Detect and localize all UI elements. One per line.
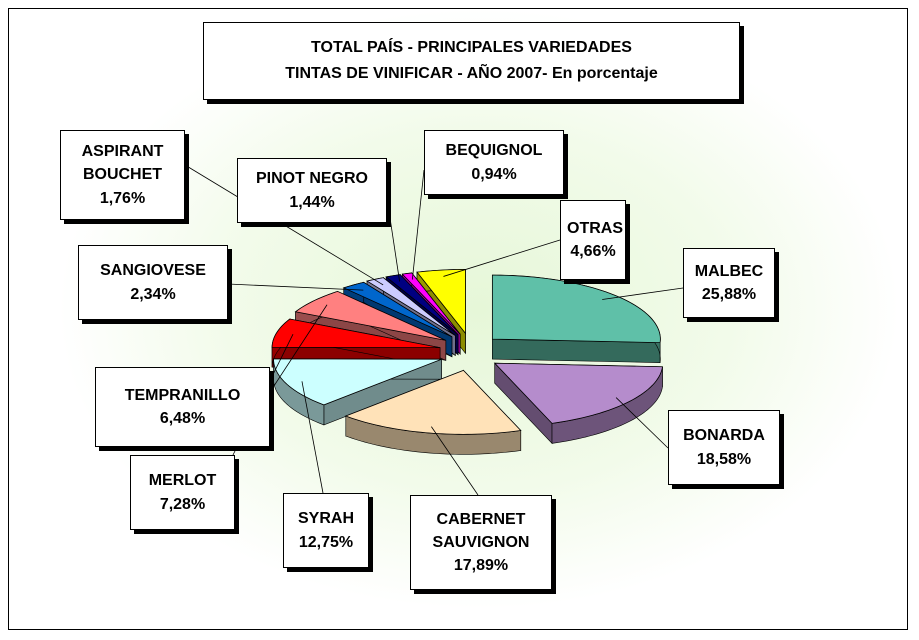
label-value: 1,76%: [99, 189, 146, 207]
label-name: CABERNET SAUVIGNON: [432, 510, 530, 551]
label-value: 0,94%: [471, 165, 517, 183]
data-label: SANGIOVESE 2,34%: [78, 245, 228, 320]
leader-line: [301, 381, 324, 494]
pie-slice: [366, 277, 456, 336]
pie-slice: [344, 369, 522, 435]
data-label: MERLOT 7,28%: [130, 455, 235, 530]
label-name: TEMPRANILLO: [124, 386, 241, 404]
label-value: 6,48%: [159, 410, 206, 427]
data-label: BONARDA 18,58%: [668, 410, 780, 485]
pie-slice: [416, 269, 466, 335]
pie-slice: [342, 281, 453, 338]
leader-line: [386, 197, 401, 282]
label-name: BEQUIGNOL: [445, 142, 543, 160]
leader-line: [431, 426, 479, 496]
slice-side: [492, 338, 661, 363]
data-label: TEMPRANILLO 6,48%: [95, 367, 270, 447]
leader-line: [269, 304, 328, 393]
leader-line: [227, 283, 364, 291]
leader-line: [602, 287, 684, 300]
label-value: 2,34%: [130, 285, 176, 303]
label-value: 1,44%: [289, 193, 335, 211]
data-label: CABERNET SAUVIGNON 17,89%: [410, 495, 552, 590]
label-name: OTRAS: [567, 219, 623, 237]
label-name: PINOT NEGRO: [255, 170, 368, 188]
data-label: BEQUIGNOL 0,94%: [424, 130, 564, 195]
chart-subtitle: TINTAS DE VINIFICAR - AÑO 2007- En porce…: [285, 65, 658, 82]
chart-title: TOTAL PAÍS - PRINCIPALES VARIEDADES: [311, 39, 632, 57]
pie-slice: [385, 274, 459, 335]
label-name: SANGIOVESE: [100, 262, 206, 280]
label-value: 25,88%: [701, 286, 757, 303]
label-value: 18,58%: [696, 450, 752, 468]
pie-slice: [401, 272, 461, 335]
label-value: 7,28%: [159, 495, 206, 513]
leader-line: [184, 164, 384, 286]
leader-line: [411, 169, 425, 280]
data-label: SYRAH 12,75%: [283, 493, 369, 568]
label-value: 4,66%: [570, 243, 616, 260]
pie-slice: [271, 318, 441, 349]
pie-slice: [493, 362, 663, 424]
label-value: 17,89%: [453, 557, 509, 575]
data-label: ASPIRANT BOUCHET 1,76%: [60, 130, 185, 220]
label-name: SYRAH: [297, 510, 354, 528]
data-label: MALBEC 25,88%: [683, 248, 775, 318]
pie-slice: [294, 291, 446, 341]
label-name: MALBEC: [694, 262, 764, 280]
pie-slice: [273, 358, 442, 406]
slice-tops: [271, 269, 663, 435]
label-name: MERLOT: [148, 472, 217, 490]
label-name: BONARDA: [683, 427, 765, 445]
leader-line: [615, 397, 669, 449]
label-value: 12,75%: [298, 533, 354, 551]
data-label: OTRAS 4,66%: [560, 200, 626, 280]
label-name: ASPIRANT BOUCHET: [81, 143, 164, 184]
pie-slice: [491, 274, 661, 344]
leader-line: [443, 239, 561, 277]
data-label: PINOT NEGRO 1,44%: [237, 158, 387, 223]
title-box: TOTAL PAÍS - PRINCIPALES VARIEDADES TINT…: [203, 22, 740, 100]
